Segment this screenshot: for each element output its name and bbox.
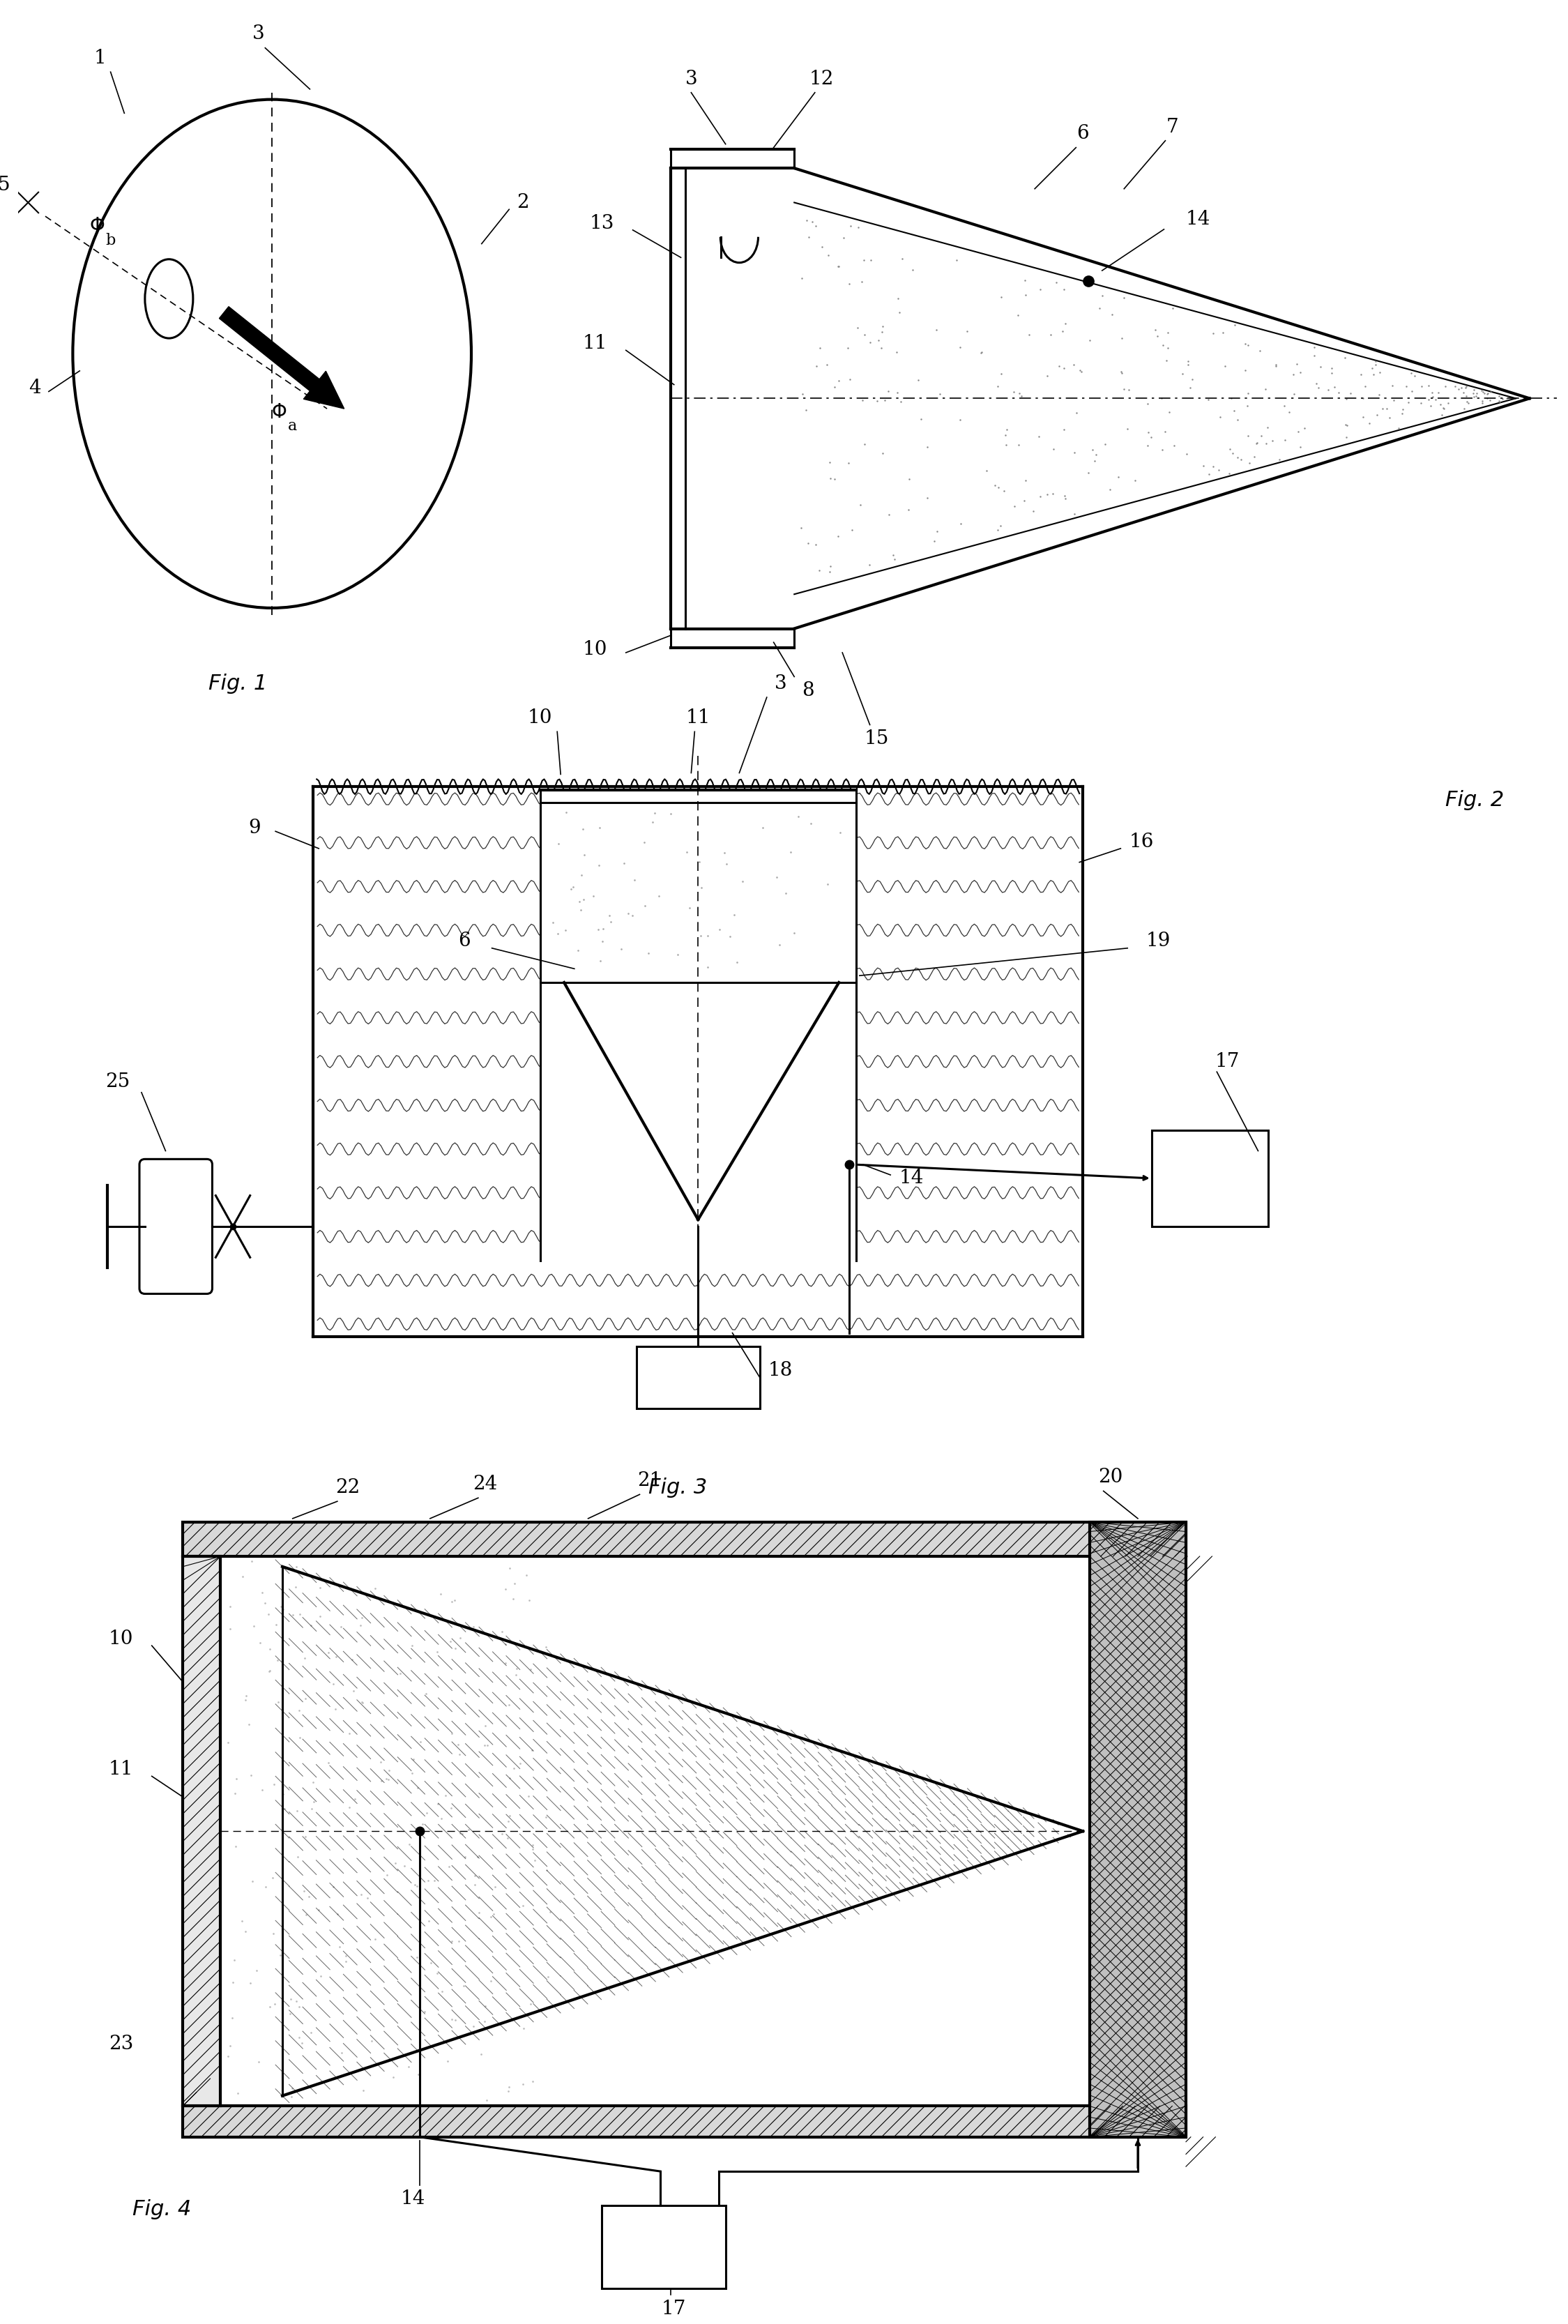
Text: Fig. 2: Fig. 2 (1446, 790, 1504, 811)
Text: 16: 16 (1129, 832, 1154, 851)
Text: Fig. 3: Fig. 3 (648, 1478, 707, 1497)
Text: 14: 14 (400, 2189, 425, 2208)
Text: 6: 6 (1077, 125, 1090, 144)
Text: 22: 22 (336, 1478, 361, 1497)
Text: 21: 21 (638, 1471, 662, 1490)
Text: 4: 4 (28, 379, 41, 397)
Bar (1151, 1129, 1269, 1227)
Text: 25: 25 (105, 1074, 130, 1092)
Text: 10: 10 (583, 639, 607, 658)
Text: 11: 11 (583, 335, 607, 353)
Text: $\Phi$: $\Phi$ (89, 216, 105, 237)
Text: $\Phi$: $\Phi$ (271, 402, 287, 421)
Text: 19: 19 (1146, 932, 1171, 951)
Text: 1: 1 (94, 49, 107, 67)
Bar (183, 1522, 1185, 1557)
Text: 13: 13 (590, 214, 615, 232)
Bar (183, 1557, 221, 2106)
Text: 3: 3 (775, 674, 787, 693)
Bar (602, 2205, 726, 2289)
Bar (637, 1346, 760, 1408)
Text: 15: 15 (864, 730, 889, 748)
Polygon shape (221, 1557, 1090, 2106)
Text: 9: 9 (249, 818, 260, 837)
Text: 11: 11 (108, 1759, 133, 1778)
Text: 10: 10 (528, 709, 552, 727)
Polygon shape (539, 790, 856, 1262)
Text: 17: 17 (1215, 1053, 1240, 1071)
Text: 6: 6 (458, 932, 470, 951)
Text: 8: 8 (801, 681, 814, 700)
Text: 10: 10 (108, 1629, 133, 1648)
Text: Fig. 1: Fig. 1 (209, 674, 267, 693)
Text: 24: 24 (474, 1476, 497, 1494)
Text: 2: 2 (517, 193, 528, 211)
Text: 12: 12 (809, 70, 834, 88)
Text: 23: 23 (108, 2036, 133, 2054)
Text: Fig. 4: Fig. 4 (133, 2199, 191, 2219)
FancyArrow shape (220, 307, 345, 409)
Text: 14: 14 (898, 1169, 924, 1188)
Text: 14: 14 (1185, 209, 1210, 228)
Text: b: b (105, 232, 116, 249)
Text: 3: 3 (252, 26, 265, 44)
Bar (183, 2106, 1185, 2138)
Text: 3: 3 (685, 70, 698, 88)
Text: 5: 5 (0, 177, 11, 195)
Text: 11: 11 (685, 709, 710, 727)
Text: 7: 7 (1167, 119, 1179, 137)
Text: 18: 18 (768, 1362, 793, 1380)
Bar (1090, 1522, 1185, 2138)
Text: 20: 20 (1098, 1469, 1123, 1487)
Text: 17: 17 (662, 2298, 687, 2319)
Text: a: a (289, 418, 298, 435)
